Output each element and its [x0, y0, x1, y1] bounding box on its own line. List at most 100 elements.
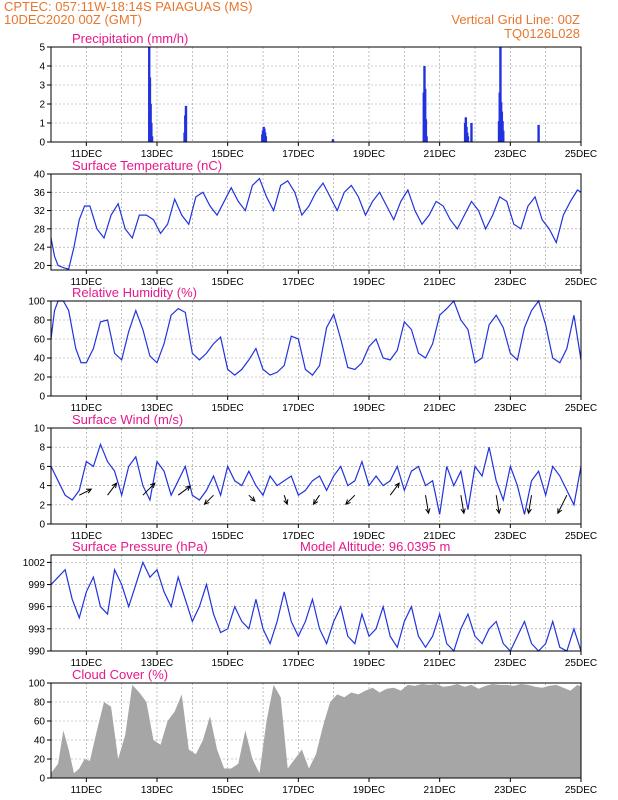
temp-xtick-label-2: 15DEC — [212, 277, 244, 288]
panel-cloud: 0 20 40 60 80 100 11DEC 13DEC 15DEC 17DEC 19DEC 21D… — [28, 667, 597, 796]
precip-bar-4 — [150, 136, 154, 142]
cloud-ytick-label-2: 40 — [34, 736, 46, 747]
wind-arrow-0 — [79, 488, 93, 496]
wind-ytick-label-4: 8 — [39, 443, 45, 454]
wind-arrow-2 — [142, 482, 156, 496]
rh-xtick-label-6: 23DEC — [494, 403, 526, 414]
press-xtick-label-2: 15DEC — [212, 658, 244, 669]
press-series-line — [50, 560, 582, 653]
wind-arrow-head-0 — [86, 488, 93, 494]
wind-arrow-head-14 — [557, 508, 563, 515]
precip-xtick-label-0: 11DEC — [71, 149, 103, 160]
cloud-xtick-label-1: 13DEC — [141, 785, 173, 796]
wind-arrow-shaft-12 — [495, 495, 500, 514]
wind-title: Surface Wind (m/s) — [72, 412, 183, 427]
precip-bar-14 — [331, 139, 335, 142]
temp-xtick-label-0: 11DEC — [71, 277, 103, 288]
rh-xtick-label-2: 15DEC — [212, 403, 244, 414]
rh-ytick-label-4: 80 — [34, 316, 46, 327]
rh-ytick-label-0: 0 — [39, 392, 45, 403]
precip-bar-24 — [466, 136, 470, 142]
rh-xtick-label-1: 13DEC — [141, 403, 173, 414]
precip-bar-19 — [425, 136, 428, 142]
cloud-xtick-label-7: 25DEC — [565, 785, 597, 796]
wind-arrow-10 — [425, 495, 431, 515]
precip-ytick-label-0: 0 — [39, 138, 45, 149]
temp-xtick-label-1: 13DEC — [141, 277, 173, 288]
precip-bar-18 — [424, 119, 428, 142]
wind-arrow-head-7 — [312, 499, 319, 506]
wind-xtick-label-6: 23DEC — [494, 531, 526, 542]
press-xtick-label-4: 19DEC — [353, 658, 385, 669]
press-xtick-label-1: 13DEC — [141, 658, 173, 669]
wind-ytick-label-1: 2 — [39, 500, 45, 511]
wind-series-line — [50, 442, 582, 515]
wind-arrow-8 — [345, 494, 356, 506]
rh-series-line — [50, 299, 582, 376]
rh-frame — [50, 300, 582, 397]
cloud-ytick-label-4: 80 — [34, 698, 46, 709]
panel-precip: 0 1 2 3 4 5 11DEC 13DEC 15DEC 17DEC 19DEC 21DEC 23DE… — [39, 31, 597, 160]
cloud-xtick-label-2: 15DEC — [212, 785, 244, 796]
press-ytick-label-2: 996 — [28, 602, 45, 613]
wind-arrow-6 — [283, 495, 289, 506]
temp-series-line — [50, 177, 582, 270]
temp-frame — [50, 173, 582, 271]
wind-arrow-shaft-10 — [425, 495, 430, 514]
temp-ytick-label-3: 32 — [34, 206, 46, 217]
cloud-frame — [50, 682, 582, 779]
precip-xtick-label-2: 15DEC — [212, 149, 244, 160]
cloud-xtick-label-5: 21DEC — [424, 785, 456, 796]
wind-arrow-head-9 — [394, 482, 400, 489]
wind-arrow-13 — [526, 495, 533, 515]
cloud-ytick-label-3: 60 — [34, 717, 46, 728]
wind-xtick-label-7: 25DEC — [565, 531, 597, 542]
header-grid-note: Vertical Grid Line: 00Z — [451, 12, 580, 27]
wind-arrow-head-2 — [149, 482, 156, 489]
cloud-xtick-label-6: 23DEC — [494, 785, 526, 796]
wind-arrow-shaft-11 — [460, 495, 465, 514]
rh-ytick-label-3: 60 — [34, 335, 46, 346]
wind-arrow-shaft-5 — [248, 494, 256, 502]
precip-bar-17 — [423, 88, 427, 142]
cloud-title: Cloud Cover (%) — [72, 667, 168, 682]
temp-xtick-label-4: 19DEC — [353, 277, 385, 288]
rh-xtick-label-5: 21DEC — [424, 403, 456, 414]
wind-ytick-label-5: 10 — [34, 424, 46, 435]
rh-xtick-label-3: 17DEC — [282, 403, 314, 414]
temp-xtick-label-6: 23DEC — [494, 277, 526, 288]
cloud-ytick-label-1: 20 — [34, 755, 46, 766]
wind-arrow-head-3 — [185, 485, 192, 491]
press-ytick-label-0: 990 — [28, 647, 45, 658]
wind-arrow-head-4 — [203, 499, 210, 506]
wind-arrow-shaft-13 — [528, 495, 533, 514]
rh-ytick-label-5: 100 — [28, 297, 45, 308]
wind-arrow-head-6 — [283, 499, 289, 506]
temp-ytick-label-5: 40 — [34, 170, 46, 181]
temp-ytick-label-0: 20 — [34, 261, 46, 272]
precip-bar-13 — [264, 136, 268, 142]
temp-xtick-label-7: 25DEC — [565, 277, 597, 288]
wind-arrow-shaft-8 — [345, 494, 356, 505]
wind-arrow-head-13 — [526, 508, 532, 515]
wind-xtick-label-3: 17DEC — [282, 531, 314, 542]
press-ytick-label-3: 999 — [28, 580, 45, 591]
press-ytick-label-1: 993 — [28, 624, 45, 635]
rh-xtick-label-4: 19DEC — [353, 403, 385, 414]
cloud-cover-area — [51, 683, 581, 778]
wind-arrow-shaft-6 — [283, 495, 288, 505]
wind-arrow-shaft-1 — [107, 482, 117, 496]
wind-arrow-shaft-2 — [142, 482, 156, 496]
wind-arrow-shaft-9 — [389, 482, 400, 496]
rh-title: Relative Humidity (%) — [72, 285, 197, 300]
precip-xtick-label-1: 13DEC — [141, 149, 173, 160]
precip-xtick-label-7: 25DEC — [565, 149, 597, 160]
wind-arrow-shaft-4 — [204, 494, 214, 505]
precip-ytick-label-4: 4 — [39, 62, 45, 73]
wind-arrow-shaft-14 — [557, 494, 568, 514]
temp-xtick-label-3: 17DEC — [282, 277, 314, 288]
wind-frame — [50, 427, 582, 525]
precip-bar-32 — [502, 130, 505, 142]
press-annotation: Model Altitude: 96.0395 m — [300, 539, 450, 554]
